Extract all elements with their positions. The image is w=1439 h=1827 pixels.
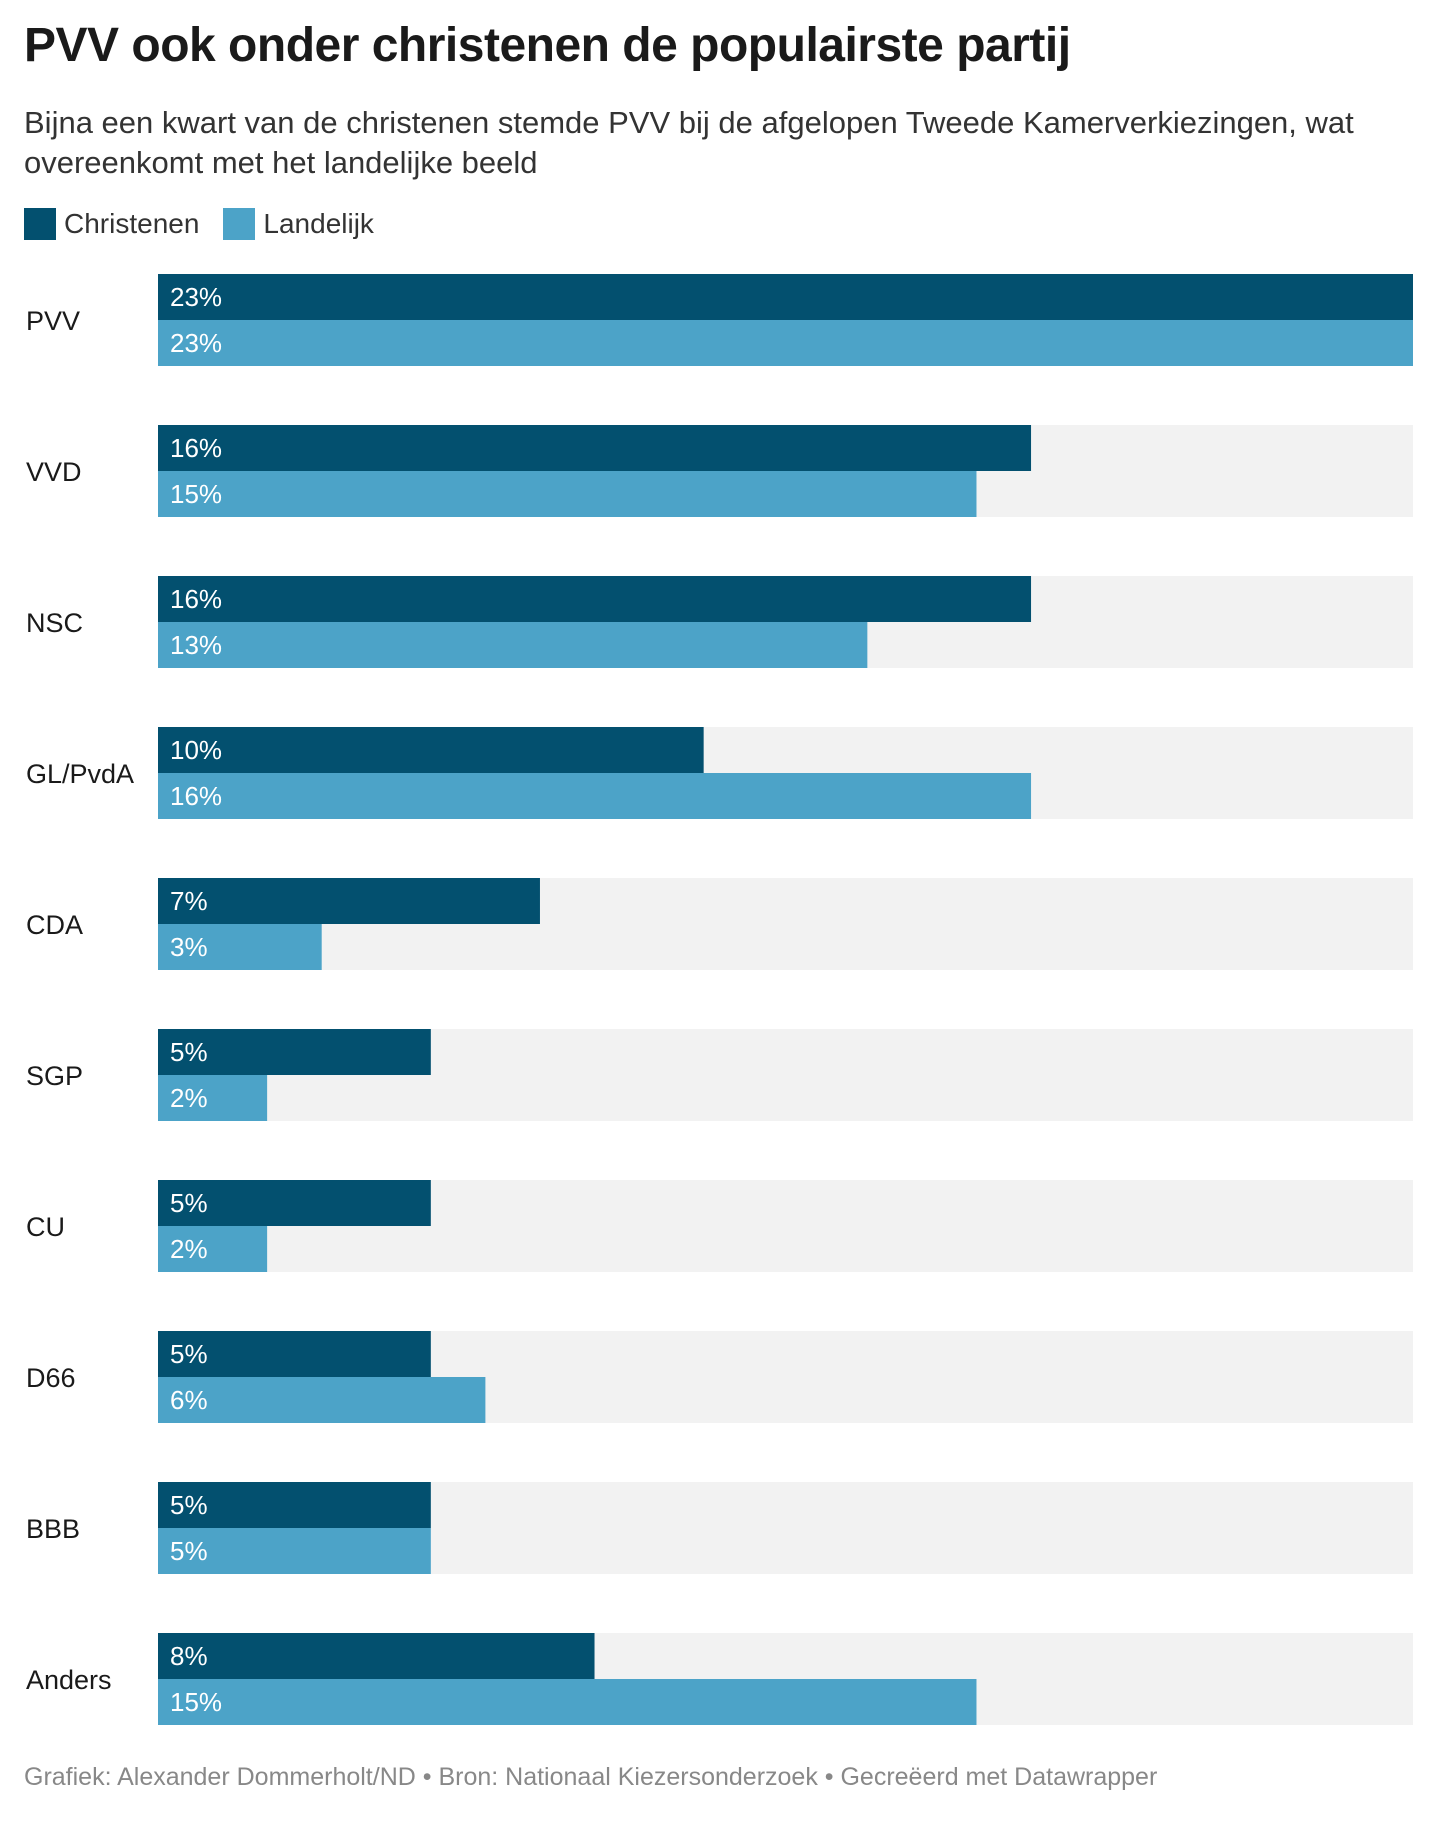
chart-footer: Grafiek: Alexander Dommerholt/ND • Bron:…: [24, 1763, 1158, 1791]
legend-item-christenen: Christenen: [24, 208, 199, 240]
data-label-christenen-nsc: 16%: [170, 584, 222, 614]
bar-group-anders: Anders 8% 15%: [26, 1633, 1413, 1725]
bar-christenen-bbb: [158, 1482, 431, 1528]
category-label-cda: CDA: [26, 910, 83, 940]
bar-landelijk-cu: [158, 1226, 268, 1272]
data-label-landelijk-vvd: 15%: [170, 479, 222, 509]
bar-group-bbb: BBB 5% 5%: [26, 1482, 1413, 1574]
legend: Christenen Landelijk: [24, 208, 398, 240]
bar-group-vvd: VVD 16% 15%: [26, 425, 1413, 517]
category-label-anders: Anders: [26, 1665, 112, 1695]
bar-christenen-cu: [158, 1180, 431, 1226]
bar-group-cda: CDA 7% 3%: [26, 878, 1413, 970]
bar-chart: PVV 23% 23% VVD 16% 15% NSC 16% 13% GL/PvdA 10% 16%…: [26, 274, 1413, 1725]
bar-christenen-anders: [158, 1633, 595, 1679]
data-label-christenen-vvd: 16%: [170, 433, 222, 463]
data-label-christenen-bbb: 5%: [170, 1490, 208, 1520]
bar-landelijk-cda: [158, 924, 322, 970]
data-label-landelijk-gl-pvda: 16%: [170, 781, 222, 811]
legend-swatch-landelijk: [223, 208, 256, 240]
chart-subtitle: Bijna een kwart van de christenen stemde…: [24, 105, 1354, 180]
category-label-bbb: BBB: [26, 1514, 80, 1544]
data-label-christenen-pvv: 23%: [170, 282, 222, 312]
category-label-nsc: NSC: [26, 608, 83, 638]
bar-christenen-cda: [158, 878, 540, 924]
category-label-d66: D66: [26, 1363, 76, 1393]
bar-christenen-pvv: [158, 274, 1413, 320]
bar-group-cu: CU 5% 2%: [26, 1180, 1413, 1272]
legend-label-christenen: Christenen: [64, 208, 200, 239]
bar-landelijk-gl-pvda: [158, 773, 1032, 819]
category-label-pvv: PVV: [26, 306, 80, 336]
legend-swatch-christenen: [24, 208, 56, 240]
bar-landelijk-pvv: [158, 320, 1413, 366]
bar-christenen-sgp: [158, 1029, 431, 1075]
category-label-cu: CU: [26, 1212, 65, 1242]
bar-group-gl-pvda: GL/PvdA 10% 16%: [26, 727, 1413, 819]
bar-landelijk-d66: [158, 1377, 486, 1423]
bar-landelijk-nsc: [158, 622, 868, 668]
data-label-landelijk-anders: 15%: [170, 1687, 222, 1717]
data-label-landelijk-nsc: 13%: [170, 630, 222, 660]
bar-landelijk-bbb: [158, 1528, 431, 1574]
data-label-landelijk-sgp: 2%: [170, 1083, 208, 1113]
category-label-gl-pvda: GL/PvdA: [26, 759, 134, 789]
legend-item-landelijk: Landelijk: [223, 208, 374, 240]
bar-landelijk-sgp: [158, 1075, 268, 1121]
data-label-landelijk-bbb: 5%: [170, 1536, 208, 1566]
data-label-christenen-gl-pvda: 10%: [170, 735, 222, 765]
bar-christenen-nsc: [158, 576, 1032, 622]
bar-group-nsc: NSC 16% 13%: [26, 576, 1413, 668]
data-label-landelijk-d66: 6%: [170, 1385, 208, 1415]
bar-christenen-vvd: [158, 425, 1032, 471]
data-label-landelijk-pvv: 23%: [170, 328, 222, 358]
data-label-christenen-cu: 5%: [170, 1188, 208, 1218]
data-label-christenen-sgp: 5%: [170, 1037, 208, 1067]
data-label-christenen-cda: 7%: [170, 886, 208, 916]
data-label-landelijk-cda: 3%: [170, 932, 208, 962]
data-label-christenen-d66: 5%: [170, 1339, 208, 1369]
bar-landelijk-vvd: [158, 471, 977, 517]
chart-title: PVV ook onder christenen de populairste …: [24, 19, 1071, 72]
bar-group-d66: D66 5% 6%: [26, 1331, 1413, 1423]
bar-group-pvv: PVV 23% 23%: [26, 274, 1413, 366]
category-label-sgp: SGP: [26, 1061, 83, 1091]
category-label-vvd: VVD: [26, 457, 82, 487]
bar-group-sgp: SGP 5% 2%: [26, 1029, 1413, 1121]
data-label-landelijk-cu: 2%: [170, 1234, 208, 1264]
bar-landelijk-anders: [158, 1679, 977, 1725]
bar-christenen-gl-pvda: [158, 727, 704, 773]
legend-label-landelijk: Landelijk: [263, 208, 374, 239]
bar-christenen-d66: [158, 1331, 431, 1377]
data-label-christenen-anders: 8%: [170, 1641, 208, 1671]
